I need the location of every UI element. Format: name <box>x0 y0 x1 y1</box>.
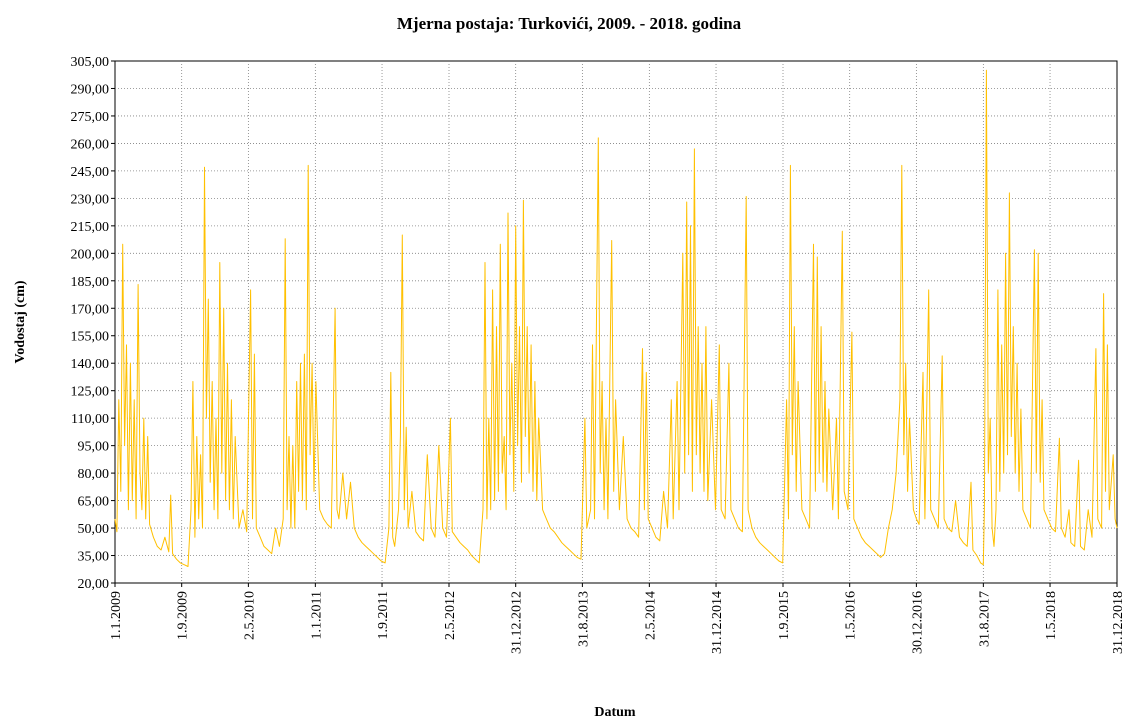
gridlines <box>115 61 1117 583</box>
series-line-vodostaj <box>114 69 1118 567</box>
y-tick-label: 155,00 <box>71 330 110 345</box>
y-tick-label: 200,00 <box>71 247 110 262</box>
x-tick-label: 31.12.2012 <box>510 591 525 654</box>
x-axis-title: Datum <box>594 705 636 720</box>
y-tick-label: 65,00 <box>78 495 110 510</box>
series-group <box>114 69 1118 567</box>
y-tick-label: 110,00 <box>71 412 109 427</box>
plot-area <box>114 60 1118 584</box>
x-tick-label: 2.5.2012 <box>443 591 458 640</box>
x-tick-label: 30.12.2016 <box>910 591 925 654</box>
y-tick-label: 245,00 <box>71 165 110 180</box>
x-tick-label: 1.9.2015 <box>777 591 792 640</box>
x-tick-label: 1.9.2011 <box>376 591 391 639</box>
y-axis: 20,00 35,00 50,00 65,00 80,00 95,00 110,00 125,… <box>71 55 115 592</box>
x-tick-label: 1.9.2009 <box>176 591 191 640</box>
chart-title: Mjerna postaja: Turkovići, 2009. - 2018.… <box>397 14 742 33</box>
x-tick-label: 1.1.2011 <box>309 591 324 639</box>
y-tick-label: 275,00 <box>71 110 110 125</box>
y-tick-label: 140,00 <box>71 357 110 372</box>
y-tick-label: 185,00 <box>71 275 110 290</box>
x-tick-label: 31.12.2014 <box>710 591 725 654</box>
x-axis: 1.1.2009 1.9.2009 2.5.2010 1.1.2011 1.9.2011… <box>109 583 1126 654</box>
y-tick-label: 215,00 <box>71 220 110 235</box>
x-tick-label: 2.5.2010 <box>242 591 257 640</box>
y-tick-label: 80,00 <box>78 467 110 482</box>
x-tick-label: 31.8.2017 <box>977 591 992 647</box>
y-tick-label: 125,00 <box>71 385 110 400</box>
y-tick-label: 230,00 <box>71 192 110 207</box>
y-tick-label: 35,00 <box>78 550 110 565</box>
x-tick-label: 1.5.2016 <box>844 591 859 640</box>
y-tick-label: 305,00 <box>71 55 110 70</box>
y-tick-label: 20,00 <box>78 577 110 592</box>
y-tick-label: 290,00 <box>71 82 110 97</box>
x-tick-label: 2.5.2014 <box>643 591 658 640</box>
y-tick-label: 260,00 <box>71 137 110 152</box>
x-tick-label: 1.1.2009 <box>109 591 124 640</box>
y-tick-label: 50,00 <box>78 522 110 537</box>
x-tick-label: 31.8.2013 <box>576 591 591 647</box>
x-tick-label: 1.5.2018 <box>1044 591 1059 640</box>
x-tick-label: 31.12.2018 <box>1111 591 1126 654</box>
y-tick-label: 95,00 <box>78 440 110 455</box>
y-tick-label: 170,00 <box>71 302 110 317</box>
y-axis-title: Vodostaj (cm) <box>13 280 28 363</box>
